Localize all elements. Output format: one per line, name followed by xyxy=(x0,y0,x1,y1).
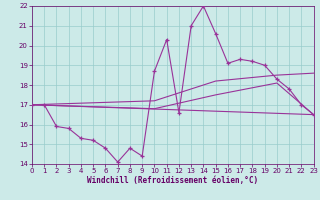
X-axis label: Windchill (Refroidissement éolien,°C): Windchill (Refroidissement éolien,°C) xyxy=(87,176,258,185)
